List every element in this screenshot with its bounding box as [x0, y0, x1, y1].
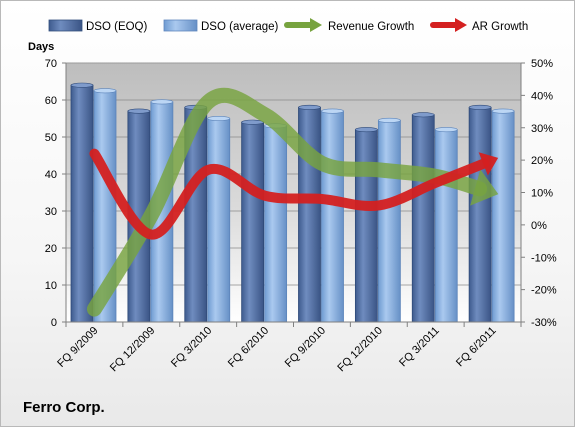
legend-label-dso-average: DSO (average)	[201, 21, 279, 33]
bar-top-dso-average	[150, 99, 174, 105]
bar-top-dso-eoq	[468, 104, 492, 110]
line-revenue-growth	[86, 87, 488, 317]
left-tick-label: 30	[45, 206, 57, 218]
legend-label-ar-growth: AR Growth	[472, 21, 528, 33]
right-axis-ticks: -30% -20% -10% 0% 10% 20% 30% 40% 50%	[520, 58, 557, 329]
x-tick-label: FQ 6/2011	[454, 325, 499, 370]
legend-item-dso-average: DSO (average)	[163, 19, 279, 33]
right-tick-label: 0%	[531, 220, 547, 232]
x-tick-label: FQ 6/2010	[226, 325, 271, 370]
bar-dso-average	[491, 110, 515, 323]
bar-top-dso-average	[491, 108, 515, 114]
line-ar-growth	[89, 148, 490, 240]
left-tick-label: 40	[45, 169, 57, 181]
legend-swatch-dso-average	[163, 19, 198, 32]
bar-dso-eoq	[241, 121, 265, 323]
bar-top-dso-average	[93, 88, 117, 94]
right-tick-label: -20%	[531, 285, 557, 297]
x-tick-label: FQ 12/2009	[108, 325, 158, 375]
legend-arrowhead-revenue-growth	[310, 18, 322, 32]
bar-top-dso-average	[378, 117, 401, 123]
growth-lines	[86, 87, 499, 317]
bar-dso-eoq	[70, 84, 94, 323]
company-name: Ferro Corp.	[23, 399, 105, 416]
legend-arrowhead-ar-growth	[455, 18, 467, 32]
left-axis-ticks: 0 10 20 30 40 50 60 70	[45, 58, 67, 329]
bar-top-dso-eoq	[355, 127, 378, 133]
x-axis-ticks: FQ 9/2009 FQ 12/2009 FQ 3/2010 FQ 6/2010 FQ …	[55, 321, 522, 375]
left-tick-label: 20	[45, 243, 57, 255]
bar-top-dso-average	[207, 116, 231, 122]
bar-top-dso-eoq	[127, 108, 151, 114]
y-axis-label: Days	[28, 41, 54, 53]
right-tick-label: 30%	[531, 123, 553, 135]
arrowhead-ar-growth	[478, 152, 499, 176]
bar-dso-eoq	[411, 114, 435, 323]
arrowhead-revenue-growth	[470, 169, 499, 206]
right-tick-label: 20%	[531, 155, 553, 167]
bar-dso-average	[321, 110, 344, 323]
bar-dso-eoq	[354, 129, 378, 323]
bar-dso-average	[264, 125, 288, 323]
bar-dso-average	[207, 118, 231, 323]
right-tick-label: 10%	[531, 188, 553, 200]
bar-dso-average	[434, 129, 458, 323]
left-tick-label: 60	[45, 95, 57, 107]
left-tick-label: 0	[51, 317, 57, 329]
bar-top-dso-eoq	[298, 104, 321, 110]
legend-label-dso-eoq: DSO (EOQ)	[86, 21, 148, 33]
left-tick-label: 10	[45, 280, 57, 292]
x-tick-label: FQ 9/2009	[55, 325, 100, 370]
right-tick-label: 40%	[531, 90, 553, 102]
bar-top-dso-average	[321, 108, 344, 114]
bar-top-dso-eoq	[70, 82, 94, 88]
bar-dso-average	[377, 119, 401, 323]
legend-item-ar-growth: AR Growth	[430, 18, 528, 33]
x-tick-label: FQ 3/2011	[397, 325, 442, 370]
x-tick-label: FQ 3/2010	[169, 325, 214, 370]
bar-top-dso-eoq	[411, 112, 435, 118]
right-tick-label: -30%	[531, 317, 557, 329]
bar-dso-eoq	[468, 107, 492, 323]
right-tick-label: -10%	[531, 252, 557, 264]
x-tick-label: FQ 12/2010	[335, 325, 385, 375]
bar-top-dso-average	[434, 127, 458, 133]
legend-label-revenue-growth: Revenue Growth	[328, 21, 414, 33]
legend: DSO (EOQ) DSO (average) Revenue Growth A…	[48, 18, 528, 33]
x-tick-label: FQ 9/2010	[283, 325, 328, 370]
legend-item-dso-eoq: DSO (EOQ)	[48, 19, 148, 33]
left-tick-label: 50	[45, 132, 57, 144]
left-tick-label: 70	[45, 58, 57, 70]
legend-item-revenue-growth: Revenue Growth	[284, 18, 414, 33]
legend-swatch-dso-eoq	[48, 19, 83, 32]
right-tick-label: 50%	[531, 58, 553, 70]
